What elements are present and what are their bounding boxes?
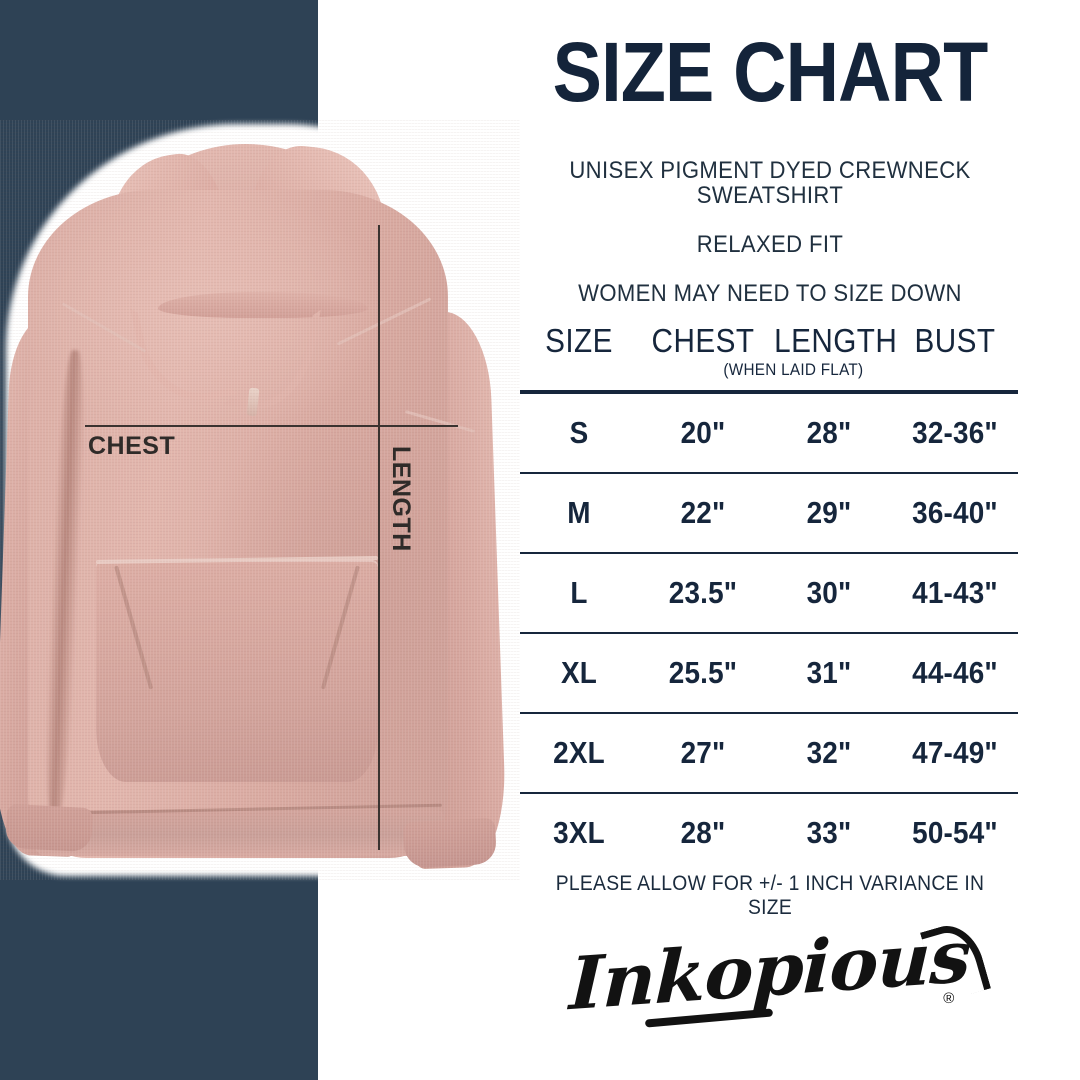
cell-size: S xyxy=(569,415,589,450)
subtitle-advice: WOMEN MAY NEED TO SIZE DOWN xyxy=(578,280,962,307)
subtitle-group: UNISEX PIGMENT DYED CREWNECK SWEATSHIRT … xyxy=(520,158,1020,330)
cell-chest: 25.5" xyxy=(668,655,738,690)
cell-size: L xyxy=(570,575,588,610)
cell-length: 32" xyxy=(806,735,852,770)
table-row-rule xyxy=(520,712,1018,714)
size-table: SIZE CHEST LENGTH BUST (WHEN LAID FLAT) … xyxy=(520,320,1020,872)
table-row: L 23.5" 30" 41-43" xyxy=(520,554,1020,632)
column-header-chest: CHEST xyxy=(651,322,755,359)
table-header-rule xyxy=(520,390,1018,394)
page-title: SIZE CHART xyxy=(552,25,989,119)
brand-logo: Inkopious ® xyxy=(520,913,1020,1028)
cell-length: 31" xyxy=(806,655,852,690)
registered-mark: ® xyxy=(943,990,955,1007)
cell-size: 2XL xyxy=(553,735,605,770)
column-header-size: SIZE xyxy=(545,322,613,359)
table-row-rule xyxy=(520,552,1018,554)
cell-size: M xyxy=(567,495,591,530)
cell-length: 29" xyxy=(806,495,852,530)
neck-band xyxy=(158,292,368,318)
subtitle-product: UNISEX PIGMENT DYED CREWNECK SWEATSHIRT xyxy=(569,157,971,209)
chest-measure-label: CHEST xyxy=(88,432,176,460)
cuff-left xyxy=(4,803,94,853)
cuff-right xyxy=(402,817,498,869)
cell-chest: 22" xyxy=(680,495,726,530)
cell-size: 3XL xyxy=(553,815,605,850)
length-measure-line xyxy=(378,225,380,850)
cell-bust: 41-43" xyxy=(912,575,998,610)
cell-chest: 20" xyxy=(680,415,726,450)
content-column: SIZE CHART UNISEX PIGMENT DYED CREWNECK … xyxy=(520,0,1020,1080)
cell-chest: 28" xyxy=(680,815,726,850)
kangaroo-pocket xyxy=(96,560,378,782)
bottom-hem xyxy=(30,810,444,856)
table-row: XL 25.5" 31" 44-46" xyxy=(520,634,1020,712)
cell-chest: 23.5" xyxy=(668,575,738,610)
cell-bust: 36-40" xyxy=(912,495,998,530)
subtitle-fit: RELAXED FIT xyxy=(696,231,844,258)
table-row: M 22" 29" 36-40" xyxy=(520,474,1020,552)
garment-photo xyxy=(0,120,520,880)
table-row-rule xyxy=(520,792,1018,794)
table-row-rule xyxy=(520,632,1018,634)
table-row: 2XL 27" 32" 47-49" xyxy=(520,714,1020,792)
cell-chest: 27" xyxy=(680,735,726,770)
cell-bust: 32-36" xyxy=(912,415,998,450)
variance-note: PLEASE ALLOW FOR +/- 1 INCH VARIANCE IN … xyxy=(555,872,985,919)
cell-bust: 47-49" xyxy=(912,735,998,770)
table-header-row: SIZE CHEST LENGTH BUST xyxy=(520,320,1020,362)
column-header-bust: BUST xyxy=(914,322,996,359)
cell-bust: 44-46" xyxy=(912,655,998,690)
cell-bust: 50-54" xyxy=(912,815,998,850)
column-header-length: LENGTH xyxy=(774,322,898,359)
cell-length: 28" xyxy=(806,415,852,450)
cell-length: 33" xyxy=(806,815,852,850)
cell-length: 30" xyxy=(806,575,852,610)
table-row-rule xyxy=(520,472,1018,474)
chest-measure-line xyxy=(85,425,458,427)
table-row: S 20" 28" 32-36" xyxy=(520,394,1020,472)
table-row: 3XL 28" 33" 50-54" xyxy=(520,794,1020,872)
length-measure-label: LENGTH xyxy=(387,446,415,552)
column-header-note: (WHEN LAID FLAT) xyxy=(723,360,864,379)
cell-size: XL xyxy=(560,655,597,690)
